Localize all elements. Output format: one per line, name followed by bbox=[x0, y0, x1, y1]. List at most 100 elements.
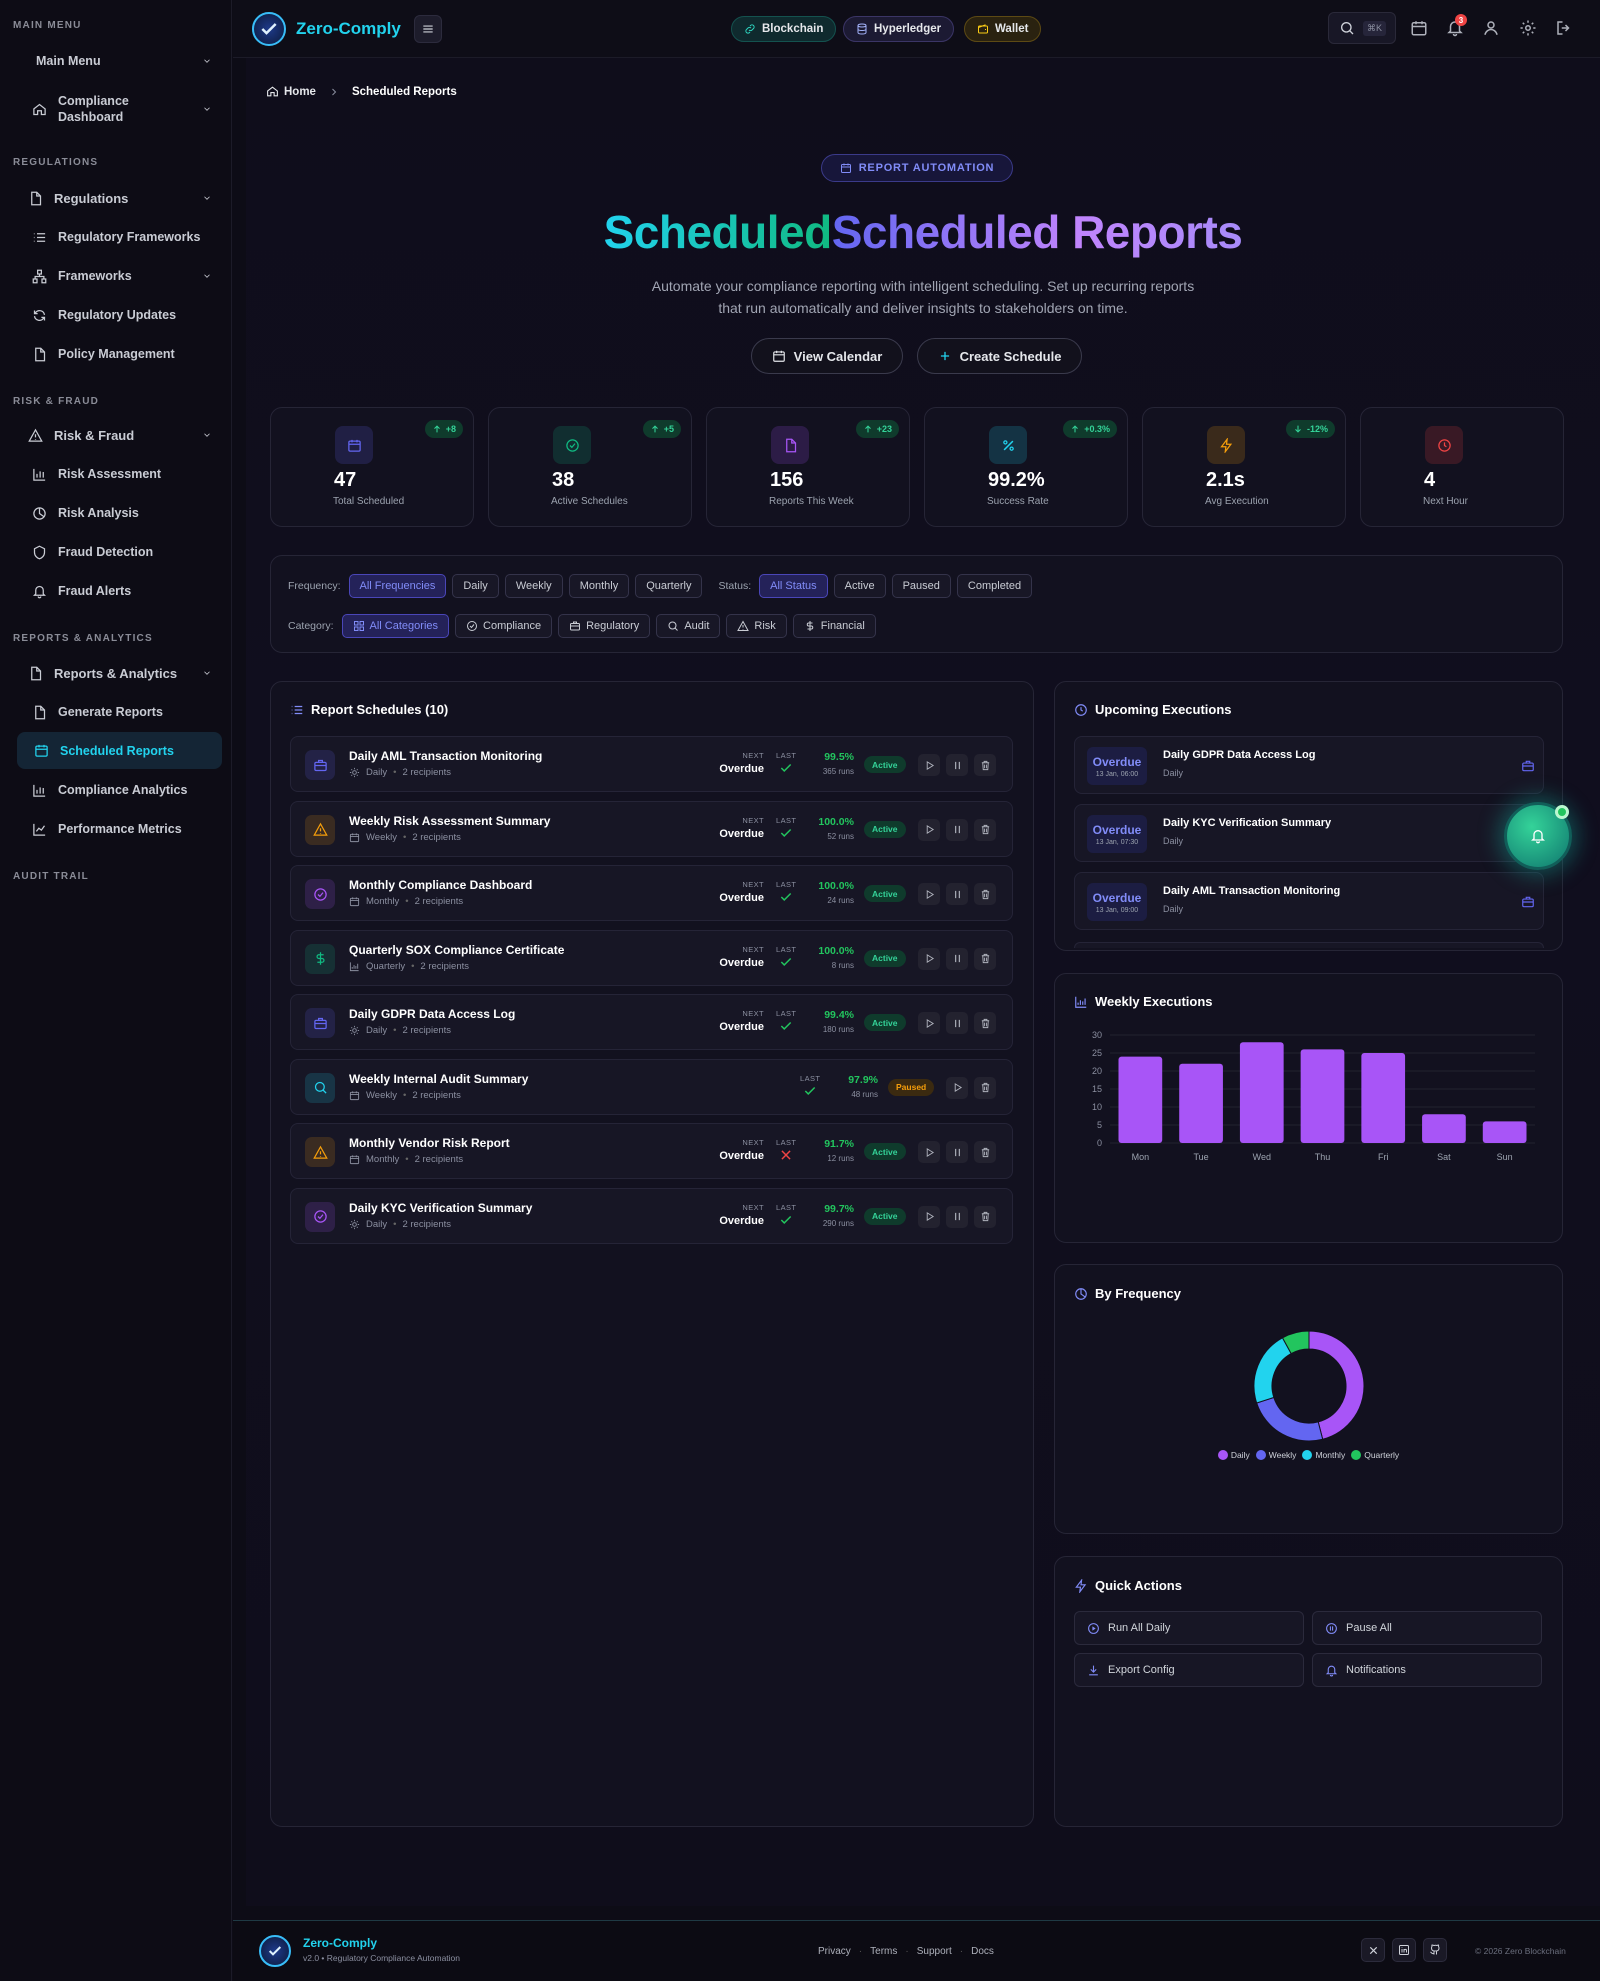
sidebar-item-policy-management[interactable]: Policy Management bbox=[30, 343, 222, 365]
bar-thu[interactable] bbox=[1300, 1049, 1345, 1143]
filter-chip-financial[interactable]: Financial bbox=[792, 614, 876, 638]
pause-button[interactable] bbox=[946, 1141, 968, 1163]
delete-button[interactable] bbox=[974, 818, 996, 841]
gear-icon[interactable] bbox=[1519, 19, 1537, 37]
upcoming-item[interactable]: Overdue 13 Jan, 07:30 Daily KYC Verificati… bbox=[1074, 804, 1544, 862]
delete-button[interactable] bbox=[974, 883, 996, 905]
run-button[interactable] bbox=[918, 1205, 940, 1228]
user-icon[interactable] bbox=[1482, 19, 1500, 37]
donut-slice-monthly[interactable] bbox=[1253, 1337, 1292, 1404]
sidebar-item-risk-assessment[interactable]: Risk Assessment bbox=[30, 463, 222, 485]
upcoming-item[interactable]: Overdue 13 Jan, 09:00 Daily AML Transactio… bbox=[1074, 872, 1544, 930]
schedule-row[interactable]: Daily AML Transaction Monitoring Daily • 2 … bbox=[290, 736, 1013, 792]
sidebar-item-reports-analytics[interactable]: Reports & Analytics bbox=[26, 662, 222, 684]
bar-tue[interactable] bbox=[1179, 1063, 1223, 1143]
run-button[interactable] bbox=[918, 754, 940, 776]
filter-chip-all-categories[interactable]: All Categories bbox=[341, 614, 450, 638]
pause-button[interactable] bbox=[946, 947, 968, 970]
sidebar-item-main-menu[interactable]: Main Menu bbox=[36, 50, 222, 72]
bar-fri[interactable] bbox=[1361, 1053, 1406, 1143]
run-button[interactable] bbox=[918, 883, 940, 905]
sidebar-item-regulatory-frameworks[interactable]: Regulatory Frameworks bbox=[30, 226, 222, 248]
bar-sun[interactable] bbox=[1482, 1121, 1527, 1143]
filter-chip-risk[interactable]: Risk bbox=[726, 614, 787, 638]
sidebar-item-performance-metrics[interactable]: Performance Metrics bbox=[30, 818, 222, 840]
sidebar-item-compliance-dashboard[interactable]: Compliance Dashboard bbox=[30, 90, 222, 128]
filter-chip-all-status[interactable]: All Status bbox=[759, 574, 828, 598]
sidebar-item-compliance-analytics[interactable]: Compliance Analytics bbox=[30, 779, 222, 801]
sidebar-item-generate-reports[interactable]: Generate Reports bbox=[30, 701, 222, 723]
filter-chip-paused[interactable]: Paused bbox=[891, 574, 951, 598]
sidebar-item-fraud-detection[interactable]: Fraud Detection bbox=[30, 541, 222, 563]
schedule-row[interactable]: Weekly Internal Audit Summary Weekly • 2 re… bbox=[290, 1058, 1013, 1115]
filter-chip-completed[interactable]: Completed bbox=[956, 574, 1033, 598]
logout-icon[interactable] bbox=[1555, 19, 1573, 37]
pause-all-button[interactable]: Pause All bbox=[1312, 1611, 1542, 1645]
breadcrumb-home[interactable]: Home bbox=[284, 85, 316, 98]
export-config-button[interactable]: Export Config bbox=[1074, 1653, 1304, 1687]
run-button[interactable] bbox=[918, 1141, 940, 1163]
calendar-icon[interactable] bbox=[1410, 19, 1428, 37]
schedule-row[interactable]: Monthly Compliance Dashboard Monthly • 2 re… bbox=[290, 865, 1013, 921]
filter-chip-active[interactable]: Active bbox=[833, 574, 886, 598]
footer-link-privacy[interactable]: Privacy bbox=[818, 1946, 851, 1957]
run-all-daily-button[interactable]: Run All Daily bbox=[1074, 1611, 1304, 1645]
run-button[interactable] bbox=[918, 818, 940, 841]
donut-slice-quarterly[interactable] bbox=[1281, 1330, 1310, 1355]
github-icon[interactable] bbox=[1423, 1938, 1447, 1962]
menu-toggle-button[interactable] bbox=[414, 15, 442, 43]
delete-button[interactable] bbox=[974, 1076, 996, 1099]
pause-button[interactable] bbox=[946, 754, 968, 776]
notifications-button[interactable]: Notifications bbox=[1312, 1653, 1542, 1687]
sidebar-item-scheduled-reports[interactable]: Scheduled Reports bbox=[17, 732, 222, 769]
filter-chip-daily[interactable]: Daily bbox=[452, 574, 499, 598]
blockchain-button[interactable]: Blockchain bbox=[731, 16, 837, 42]
filter-chip-audit[interactable]: Audit bbox=[656, 614, 721, 638]
upcoming-item[interactable]: Overdue 13 Jan, 06:00 Daily GDPR Data Acce… bbox=[1074, 736, 1544, 794]
notifications-button[interactable]: 3 bbox=[1446, 14, 1467, 37]
footer-link-docs[interactable]: Docs bbox=[971, 1946, 994, 1957]
sidebar-item-fraud-alerts[interactable]: Fraud Alerts bbox=[30, 580, 222, 602]
hyperledger-button[interactable]: Hyperledger bbox=[843, 16, 955, 42]
delete-button[interactable] bbox=[974, 1141, 996, 1163]
filter-chip-all-frequencies[interactable]: All Frequencies bbox=[348, 574, 447, 598]
app-name[interactable]: Zero-Comply bbox=[296, 19, 401, 38]
bar-mon[interactable] bbox=[1118, 1056, 1163, 1143]
donut-slice-weekly[interactable] bbox=[1256, 1396, 1324, 1442]
logo-icon[interactable] bbox=[252, 12, 286, 46]
run-button[interactable] bbox=[918, 1012, 940, 1034]
pause-button[interactable] bbox=[946, 818, 968, 841]
filter-chip-monthly[interactable]: Monthly bbox=[568, 574, 630, 598]
sidebar-item-regulations[interactable]: Regulations bbox=[26, 187, 222, 209]
schedule-row[interactable]: Weekly Risk Assessment Summary Weekly • 2 r… bbox=[290, 800, 1013, 857]
filter-chip-quarterly[interactable]: Quarterly bbox=[635, 574, 703, 598]
pause-button[interactable] bbox=[946, 1012, 968, 1034]
search-button[interactable]: ⌘K bbox=[1328, 12, 1396, 44]
pause-button[interactable] bbox=[946, 883, 968, 905]
delete-button[interactable] bbox=[974, 1205, 996, 1228]
footer-link-terms[interactable]: Terms bbox=[870, 1946, 898, 1957]
delete-button[interactable] bbox=[974, 1012, 996, 1034]
pause-button[interactable] bbox=[946, 1205, 968, 1228]
filter-chip-weekly[interactable]: Weekly bbox=[504, 574, 563, 598]
delete-button[interactable] bbox=[974, 754, 996, 776]
schedule-row[interactable]: Daily GDPR Data Access Log Daily • 2 recipi… bbox=[290, 994, 1013, 1050]
linkedin-icon[interactable] bbox=[1392, 1938, 1416, 1962]
chat-assistant-button[interactable] bbox=[1504, 802, 1572, 870]
delete-button[interactable] bbox=[974, 947, 996, 970]
sidebar-item-risk-fraud[interactable]: Risk & Fraud bbox=[26, 424, 222, 446]
run-button[interactable] bbox=[918, 947, 940, 970]
bar-wed[interactable] bbox=[1239, 1042, 1284, 1143]
schedule-row[interactable]: Monthly Vendor Risk Report Monthly • 2 reci… bbox=[290, 1123, 1013, 1179]
sidebar-item-frameworks[interactable]: Frameworks bbox=[30, 265, 222, 287]
filter-chip-compliance[interactable]: Compliance bbox=[455, 614, 553, 638]
bar-sat[interactable] bbox=[1422, 1114, 1466, 1143]
schedule-row[interactable]: Quarterly SOX Compliance Certificate Quar… bbox=[290, 929, 1013, 986]
create-schedule-button[interactable]: Create Schedule bbox=[917, 338, 1082, 374]
footer-link-support[interactable]: Support bbox=[916, 1946, 952, 1957]
sidebar-item-risk-analysis[interactable]: Risk Analysis bbox=[30, 502, 222, 524]
sidebar-item-regulatory-updates[interactable]: Regulatory Updates bbox=[30, 304, 222, 326]
schedule-row[interactable]: Daily KYC Verification Summary Daily • 2 re… bbox=[290, 1187, 1013, 1244]
wallet-button[interactable]: Wallet bbox=[964, 16, 1042, 42]
view-calendar-button[interactable]: View Calendar bbox=[751, 338, 903, 374]
